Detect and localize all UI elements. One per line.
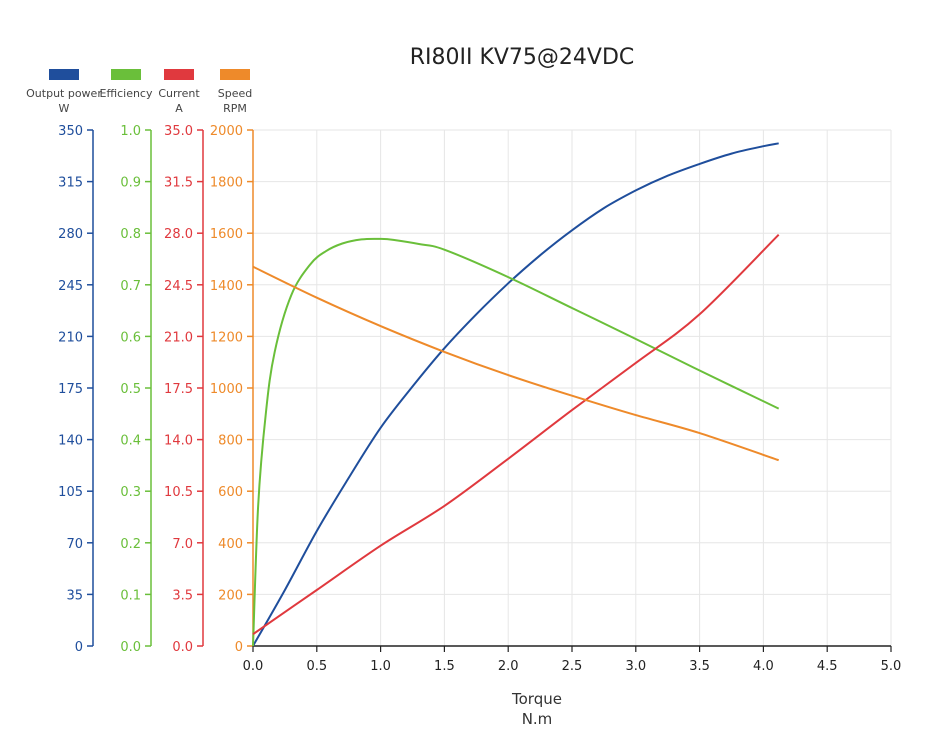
legend-swatch	[220, 69, 250, 80]
y-tick-label: 1600	[210, 227, 243, 242]
legend-label: Efficiency	[100, 87, 153, 100]
y-tick-label: 350	[58, 124, 83, 139]
y-tick-label: 17.5	[164, 382, 193, 397]
y-tick-label: 105	[58, 485, 83, 500]
y-tick-label: 2000	[210, 124, 243, 139]
chart-title: RI80II KV75@24VDC	[410, 45, 635, 70]
y-tick-label: 800	[218, 434, 243, 449]
y-axis-power: 0 35 70 105 140 175 210 245 280 315 350	[58, 124, 94, 655]
y-tick-label: 35.0	[164, 124, 193, 139]
y-tick-label: 1.0	[120, 124, 141, 139]
y-tick-label: 1800	[210, 176, 243, 191]
x-axis: 0.0 0.5 1.0 1.5 2.0 2.5 3.0 3.5 4.0 4.5 5.0	[243, 645, 902, 674]
y-tick-label: 0.7	[120, 279, 141, 294]
y-tick-label: 31.5	[164, 176, 193, 191]
legend-label: Current	[158, 87, 200, 100]
x-tick-label: 0.5	[306, 659, 327, 674]
series-line-current	[252, 233, 780, 636]
series-line-output-power	[252, 142, 779, 647]
y-tick-label: 0.8	[120, 227, 141, 242]
y-axes: 035701051401752102452803153500.00.10.20.…	[58, 124, 254, 655]
legend-item-eff: Efficiency	[100, 69, 153, 100]
y-tick-label: 600	[218, 485, 243, 500]
y-tick-label: 0.6	[120, 330, 141, 345]
y-tick-label: 400	[218, 537, 243, 552]
y-axis-speed: 0 200 400 600 800 1000 1200 1400 1600 1800 2000	[210, 124, 254, 655]
y-tick-label: 1200	[210, 330, 243, 345]
y-tick-label: 200	[218, 588, 243, 603]
y-tick-label: 28.0	[164, 227, 193, 242]
y-tick-label: 1400	[210, 279, 243, 294]
x-tick-label: 2.5	[562, 659, 583, 674]
x-tick-label: 4.0	[753, 659, 774, 674]
y-tick-label: 0.5	[120, 382, 141, 397]
legend-item-current: Current A	[158, 69, 200, 115]
legend-unit: RPM	[223, 102, 247, 115]
y-tick-label: 210	[58, 330, 83, 345]
y-tick-label: 315	[58, 176, 83, 191]
x-tick-label: 1.0	[370, 659, 391, 674]
y-tick-label: 0.3	[120, 485, 141, 500]
y-tick-label: 14.0	[164, 434, 193, 449]
y-axis-current: 0.0 3.5 7.0 10.5 14.0 17.5 21.0 24.5 28.0 31.5 35.…	[164, 124, 204, 655]
y-tick-label: 0	[75, 640, 83, 655]
y-tick-label: 0.0	[172, 640, 193, 655]
legend-label: Speed	[218, 87, 252, 100]
y-tick-label: 1000	[210, 382, 243, 397]
y-tick-label: 21.0	[164, 330, 193, 345]
series-lines	[252, 142, 780, 647]
legend-item-speed: Speed RPM	[218, 69, 252, 115]
y-tick-label: 70	[66, 537, 83, 552]
y-tick-label: 3.5	[172, 588, 193, 603]
legend-label: Output power	[26, 87, 102, 100]
y-tick-label: 175	[58, 382, 83, 397]
y-axis-eff: 0.0 0.1 0.2 0.3 0.4 0.5 0.6 0.7 0.8 0.9 1.0	[120, 124, 152, 655]
x-tick-label: 4.5	[817, 659, 838, 674]
y-tick-label: 0.4	[120, 434, 141, 449]
x-axis-title: Torque	[511, 690, 562, 708]
x-tick-label: 5.0	[881, 659, 902, 674]
x-axis-unit: N.m	[522, 710, 553, 728]
y-tick-label: 7.0	[172, 537, 193, 552]
y-tick-label: 35	[66, 588, 83, 603]
series-line-efficiency	[252, 237, 780, 647]
x-tick-label: 1.5	[434, 659, 455, 674]
y-tick-label: 140	[58, 434, 83, 449]
x-tick-label: 0.0	[243, 659, 264, 674]
y-tick-label: 0.9	[120, 176, 141, 191]
y-tick-label: 0.0	[120, 640, 141, 655]
legend-item-power: Output power W	[26, 69, 102, 115]
x-tick-label: 3.5	[689, 659, 710, 674]
x-tick-label: 3.0	[625, 659, 646, 674]
y-tick-label: 10.5	[164, 485, 193, 500]
y-tick-label: 24.5	[164, 279, 193, 294]
legend: Output power W Efficiency Current A Speed RPM	[26, 69, 252, 115]
y-tick-label: 0.2	[120, 537, 141, 552]
legend-swatch	[111, 69, 141, 80]
legend-swatch	[49, 69, 79, 80]
legend-swatch	[164, 69, 194, 80]
y-tick-label: 0.1	[120, 588, 141, 603]
legend-unit: A	[175, 102, 183, 115]
y-tick-label: 280	[58, 227, 83, 242]
y-tick-label: 245	[58, 279, 83, 294]
x-tick-label: 2.0	[498, 659, 519, 674]
series-line-speed	[252, 265, 780, 462]
y-tick-label: 0	[235, 640, 243, 655]
legend-unit: W	[59, 102, 70, 115]
